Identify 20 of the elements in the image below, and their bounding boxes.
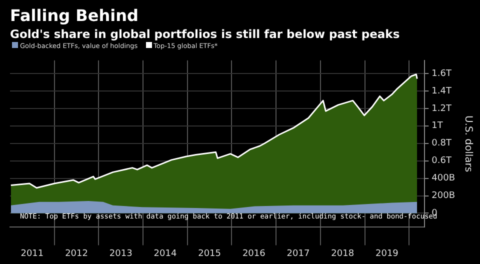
y-tick-label: 1.6T bbox=[432, 68, 452, 79]
y-tick-label: 1.4T bbox=[432, 86, 452, 96]
x-tick-label: 2019 bbox=[376, 248, 399, 259]
y-tick-label: 0.8T bbox=[432, 138, 452, 149]
y-axis-title: U.S. dollars bbox=[462, 115, 474, 172]
x-tick-label: 2011 bbox=[20, 248, 44, 259]
x-tick-label: 2015 bbox=[198, 248, 222, 259]
y-tick-label: 1.2T bbox=[432, 104, 452, 114]
y-tick-label: 200B bbox=[432, 191, 456, 202]
x-tick-label: 2016 bbox=[242, 248, 266, 259]
y-tick-label: 400B bbox=[432, 174, 456, 184]
x-tick-label: 2012 bbox=[65, 248, 88, 259]
chart-title: Falling Behind bbox=[10, 6, 138, 25]
y-tick-label: 0.6T bbox=[432, 156, 452, 166]
y-tick-label: 1T bbox=[432, 121, 444, 132]
x-tick-label: 2018 bbox=[331, 248, 354, 259]
x-tick-label: 2017 bbox=[286, 248, 310, 259]
x-tick-label: 2013 bbox=[109, 248, 132, 259]
chart-subtitle: Gold's share in global portfolios is still far below past peaks bbox=[10, 27, 400, 41]
x-tick-label: 2014 bbox=[154, 248, 177, 259]
